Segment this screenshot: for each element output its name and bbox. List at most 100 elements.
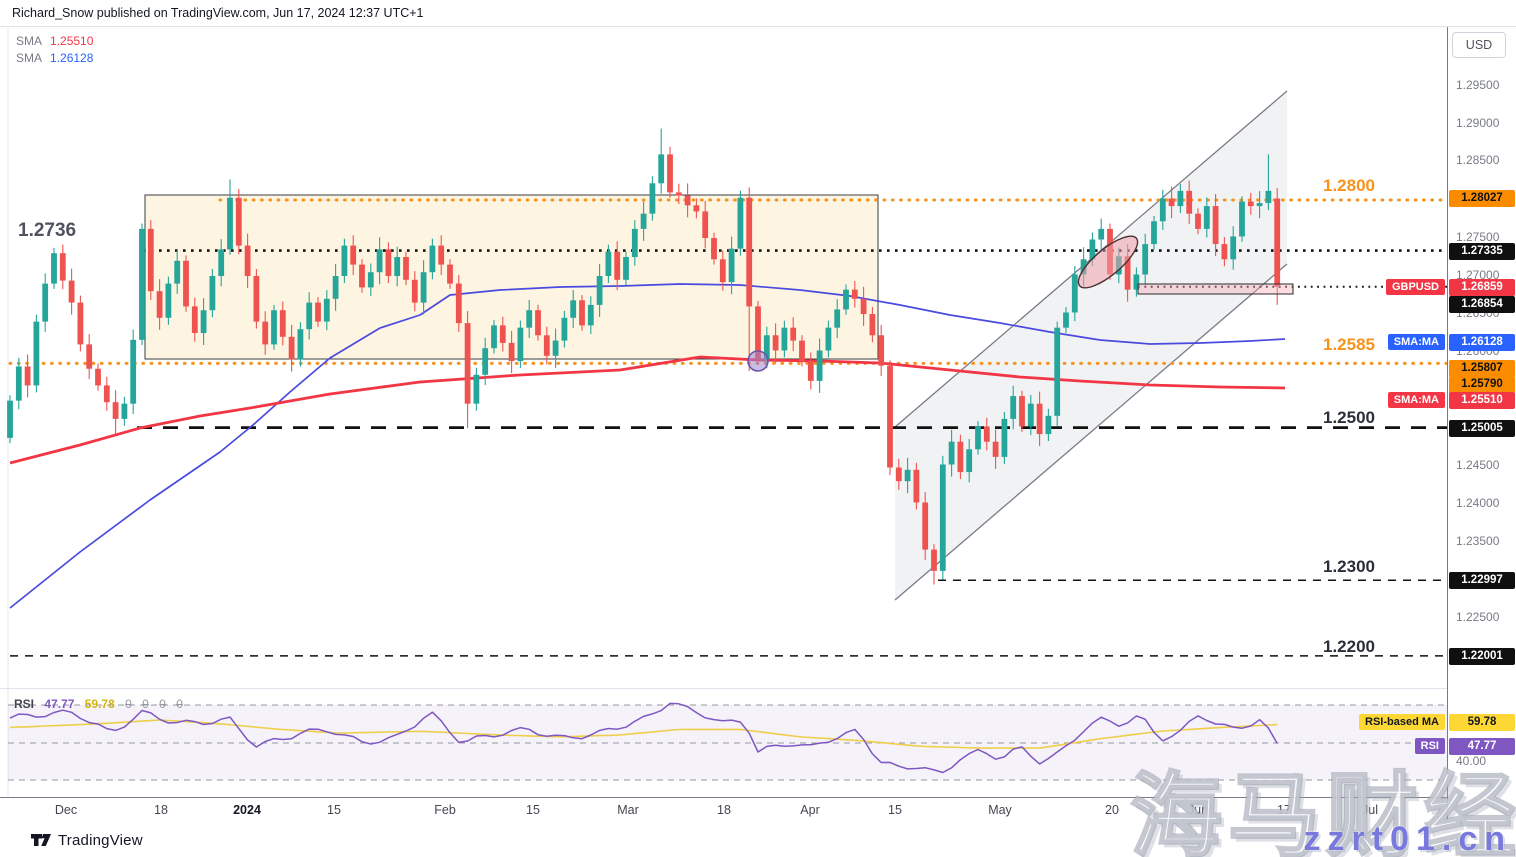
price-level-label-1.2585: 1.2585 bbox=[1323, 335, 1375, 354]
candle-body bbox=[130, 339, 137, 404]
rsi-ma-value: 59.78 bbox=[84, 697, 115, 711]
candle-body bbox=[341, 245, 348, 276]
time-axis-label-Jun: Jun bbox=[1187, 803, 1209, 817]
candle-body bbox=[95, 368, 101, 386]
rsi-line[interactable] bbox=[9, 702, 1278, 774]
candle-body bbox=[631, 228, 638, 257]
axis-price-badge-1.22997: 1.22997 bbox=[1449, 571, 1515, 589]
axis-tick-1.29500: 1.29500 bbox=[1456, 78, 1500, 92]
candle-body bbox=[975, 426, 981, 450]
candle-body bbox=[411, 279, 418, 303]
candles-layer[interactable] bbox=[7, 128, 1281, 585]
candle-body bbox=[948, 441, 955, 465]
candle-body bbox=[420, 272, 427, 303]
price-axis[interactable]: USD 1.29500 1.29000 1.28500 1.27500 1.27000 1… bbox=[1447, 27, 1516, 820]
candle-body bbox=[596, 276, 603, 305]
candle-body bbox=[1036, 403, 1043, 435]
candle-body bbox=[904, 469, 911, 482]
candle-body bbox=[1124, 256, 1131, 290]
axis-tick-40.00: 40.00 bbox=[1456, 754, 1487, 768]
candle-body bbox=[1177, 190, 1184, 207]
candle-body bbox=[7, 400, 13, 438]
candle-body bbox=[121, 403, 128, 419]
candle-body bbox=[816, 350, 823, 381]
sma-legend-row-2[interactable]: SMA 1.26128 bbox=[16, 50, 93, 67]
rsi-name: RSI bbox=[14, 697, 35, 711]
currency-toggle-button[interactable]: USD bbox=[1452, 32, 1506, 58]
sma-legend[interactable]: SMA 1.25510 SMA 1.26128 bbox=[16, 33, 93, 67]
candle-body bbox=[323, 298, 330, 322]
candle-body bbox=[438, 245, 445, 265]
candle-body bbox=[543, 335, 550, 356]
candle-body bbox=[68, 280, 75, 303]
candle-body bbox=[403, 257, 409, 280]
time-axis-label-2024: 2024 bbox=[233, 803, 261, 817]
candle-body bbox=[200, 310, 207, 333]
candle-body bbox=[385, 249, 392, 276]
candle-body bbox=[447, 264, 453, 284]
time-axis-label-May: May bbox=[988, 803, 1012, 817]
price-level-label-1.2200: 1.2200 bbox=[1323, 637, 1375, 656]
candle-body bbox=[103, 385, 110, 403]
time-axis-label-Feb: Feb bbox=[434, 803, 456, 817]
time-axis-label-Jul: Jul bbox=[1362, 803, 1378, 817]
candle-body bbox=[781, 327, 788, 351]
candle-body bbox=[869, 314, 876, 336]
rsi-hidden-value: 0 bbox=[159, 697, 166, 711]
axis-price-badge-47.77: 47.77 bbox=[1449, 737, 1515, 755]
sma-legend-row-1[interactable]: SMA 1.25510 bbox=[16, 33, 93, 50]
candle-body bbox=[315, 302, 321, 322]
circle-marker-drawing[interactable] bbox=[747, 350, 769, 372]
sma-blue-line[interactable] bbox=[9, 283, 1286, 609]
axis-price-badge-1.25807: 1.25807 bbox=[1449, 359, 1515, 377]
candle-body bbox=[297, 329, 304, 360]
candle-body bbox=[77, 302, 84, 345]
candle-body bbox=[939, 464, 946, 571]
axis-price-badge-1.26854: 1.26854 bbox=[1449, 295, 1515, 313]
tradingview-logo[interactable]: TradingView bbox=[30, 830, 143, 850]
publish-title: Richard_Snow published on TradingView.co… bbox=[12, 6, 424, 20]
candle-body bbox=[1063, 312, 1069, 328]
candle-body bbox=[570, 300, 577, 318]
axis-price-badge-1.27335: 1.27335 bbox=[1449, 242, 1515, 260]
candle-body bbox=[667, 154, 673, 193]
candle-body bbox=[728, 248, 735, 283]
candle-body bbox=[922, 502, 929, 550]
rsi-indicator-legend[interactable]: RSI 47.77 59.78 0 0 0 0 bbox=[14, 697, 190, 711]
sma-red-value: 1.25510 bbox=[50, 34, 94, 48]
axis-tick-1.23500: 1.23500 bbox=[1456, 534, 1500, 548]
candle-body bbox=[614, 251, 621, 280]
candle-body bbox=[367, 272, 374, 288]
channel-lower-line[interactable] bbox=[894, 263, 1288, 601]
candle-body bbox=[1071, 274, 1078, 313]
time-axis-label-15: 15 bbox=[526, 803, 540, 817]
price-chart[interactable]: 1.2736 1.2800 1.2585 1.2500 1.2300 1.2200 bbox=[0, 0, 1447, 797]
axis-price-badge-1.26128: 1.26128 bbox=[1449, 333, 1515, 351]
candle-body bbox=[1098, 228, 1105, 240]
series-tag-rsi: RSI bbox=[1414, 738, 1445, 754]
candle-body bbox=[1274, 198, 1281, 287]
rsi-ma-line[interactable] bbox=[9, 719, 1278, 749]
support-zone-drawing[interactable] bbox=[1137, 283, 1294, 295]
ellipse-highlight-drawing[interactable] bbox=[1071, 228, 1144, 295]
candle-body bbox=[59, 253, 66, 281]
axis-price-badge-1.25510: 1.25510 bbox=[1449, 391, 1515, 409]
candle-body bbox=[209, 276, 216, 311]
candle-body bbox=[895, 467, 902, 482]
time-axis[interactable]: Dec 18 2024 15 Feb 15 Mar 18 Apr 15 May 20 Jun 17 Jul bbox=[0, 797, 1447, 823]
candle-body bbox=[359, 264, 365, 288]
candle-body bbox=[86, 344, 93, 369]
axis-tick-1.29000: 1.29000 bbox=[1456, 116, 1500, 130]
candle-body bbox=[1168, 198, 1175, 207]
sma-red-line[interactable] bbox=[9, 355, 1286, 465]
candle-body bbox=[42, 283, 49, 322]
axis-price-badge-1.22001: 1.22001 bbox=[1449, 647, 1515, 665]
axis-price-badge-59.78: 59.78 bbox=[1449, 713, 1515, 731]
tradingview-logo-text: TradingView bbox=[58, 831, 143, 849]
candle-body bbox=[983, 426, 990, 442]
candle-body bbox=[1230, 236, 1237, 260]
candle-body bbox=[482, 348, 489, 375]
candle-body bbox=[376, 249, 383, 273]
time-axis-label-15: 15 bbox=[888, 803, 902, 817]
